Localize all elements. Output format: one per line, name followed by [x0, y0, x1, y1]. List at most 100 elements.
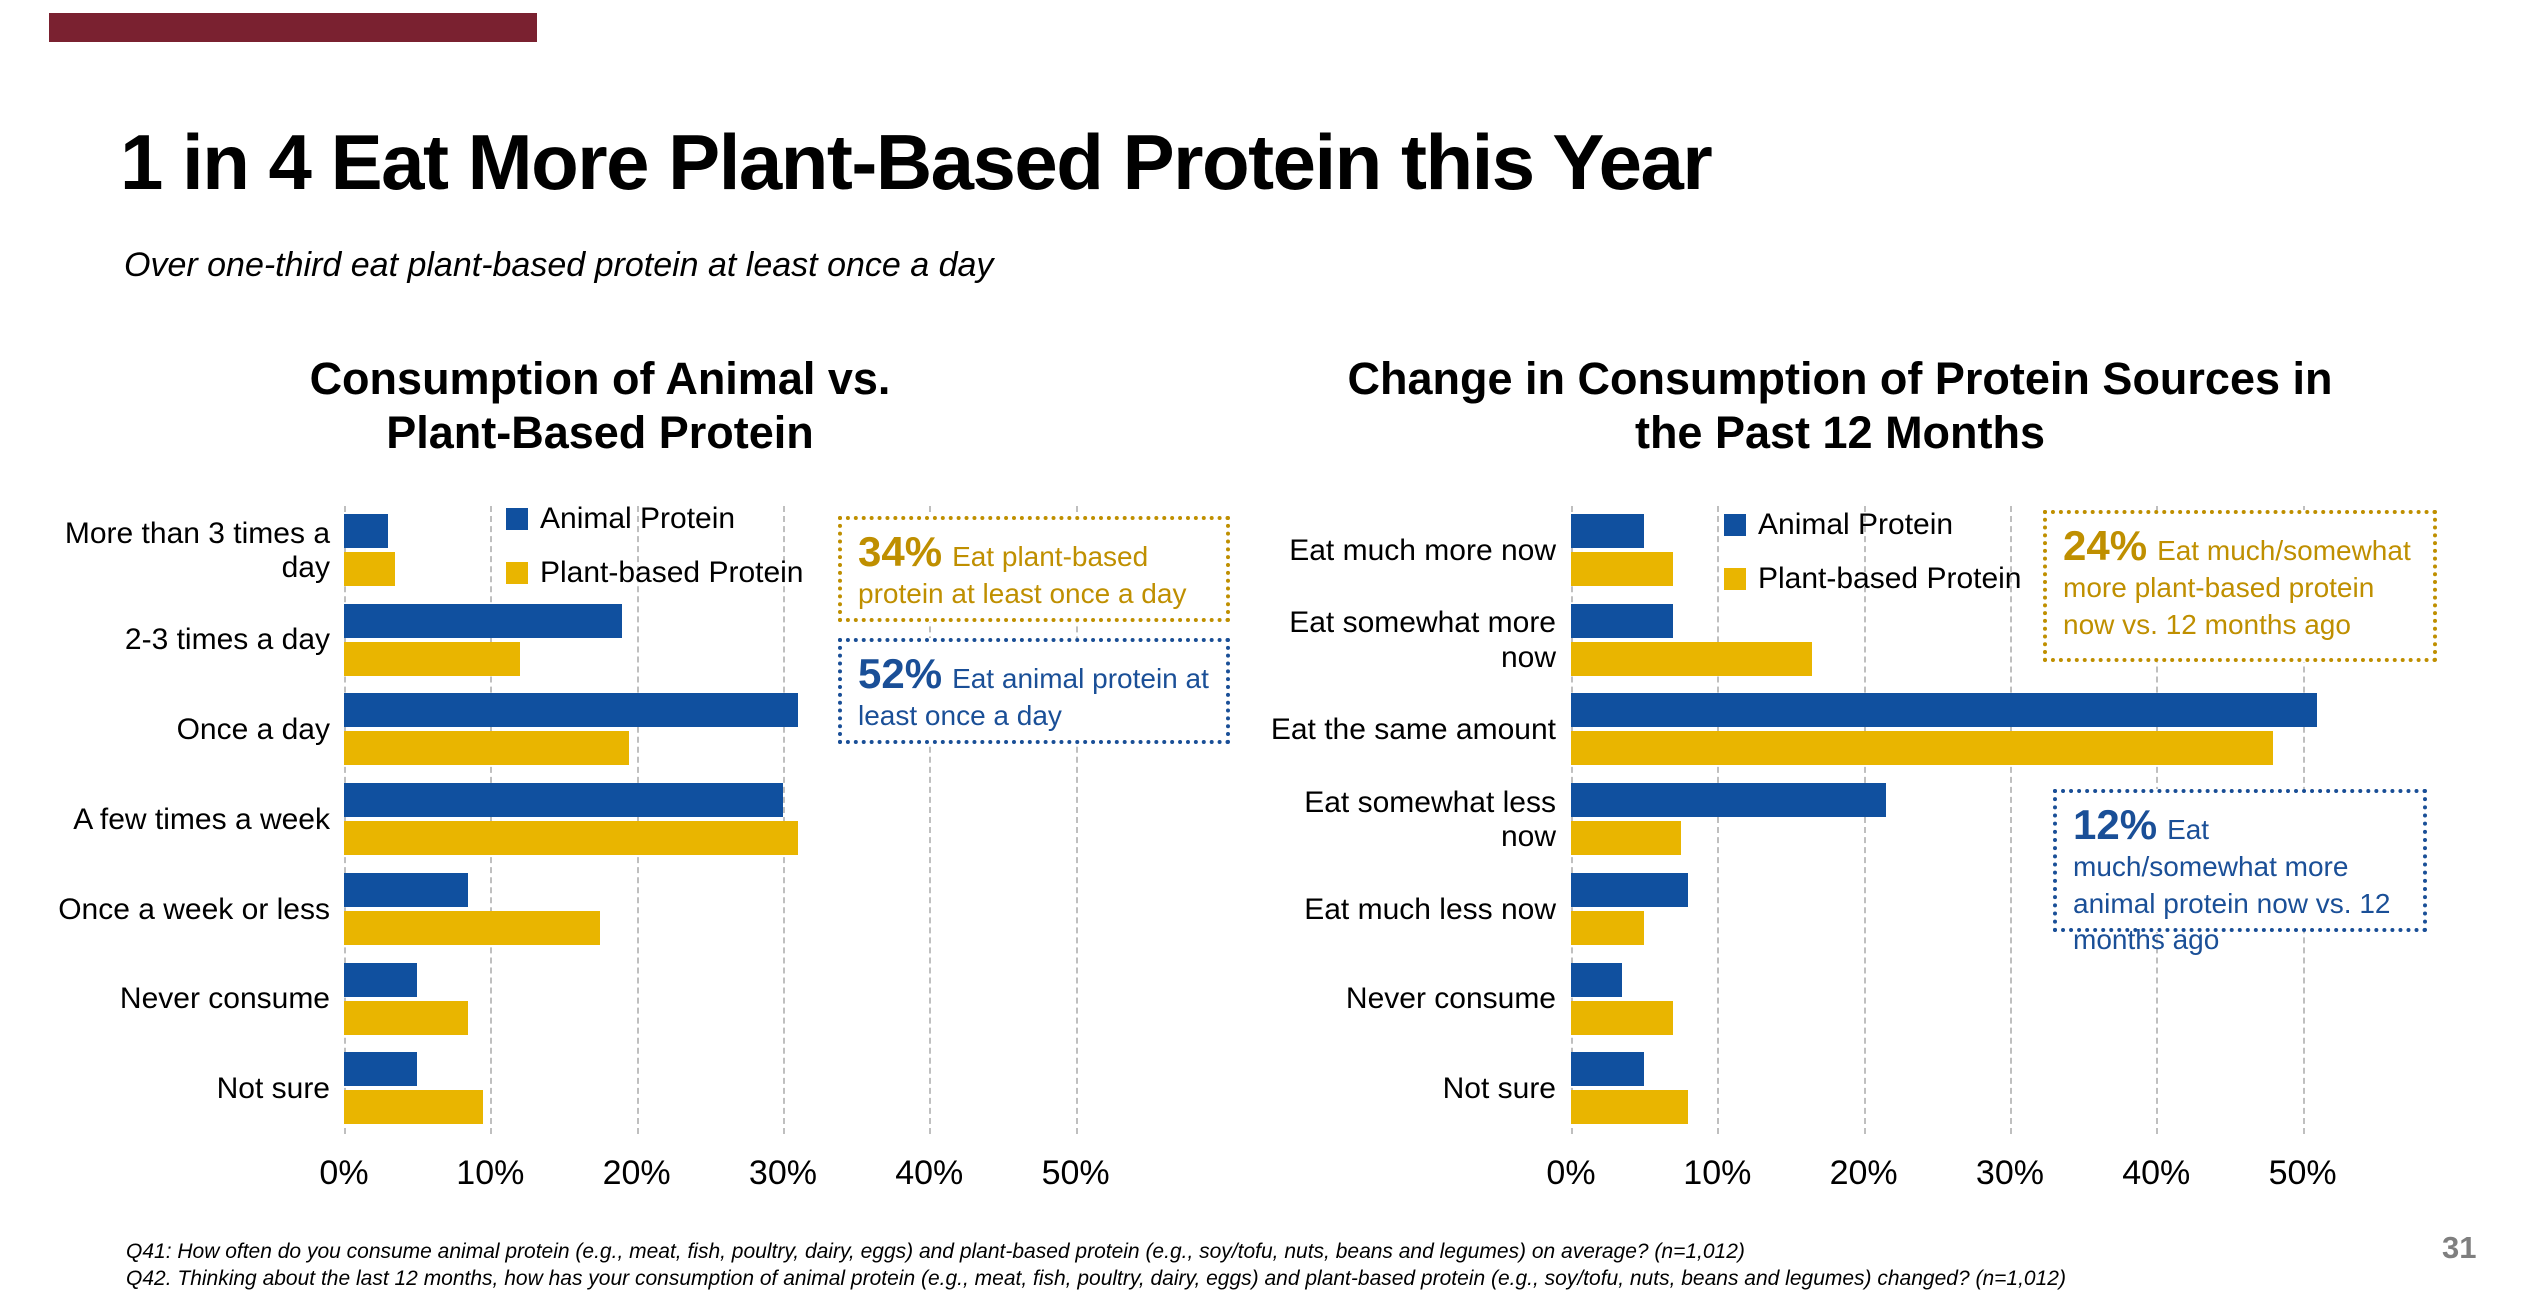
legend-label: Plant-based Protein: [540, 556, 804, 589]
x-tick-label: 30%: [748, 1154, 817, 1192]
gridline: [1717, 506, 1720, 1134]
category-label: Once a day: [176, 713, 330, 747]
gridline: [929, 506, 932, 1134]
legend-swatch-plant-based-protein: [1724, 568, 1746, 590]
bar-plant-based-protein: [1571, 641, 1813, 676]
legend-swatch-plant-based-protein: [506, 562, 528, 584]
footnote-q42: Q42. Thinking about the last 12 months, …: [126, 1267, 2066, 1291]
x-tick-label: 50%: [2268, 1154, 2337, 1192]
callout-plant-daily-text: Eat plant-based protein at least once a …: [858, 541, 1187, 610]
callout-animal-daily: 52% Eat animal protein at least once a da…: [838, 638, 1230, 744]
legend-label: Animal Protein: [1758, 508, 1954, 541]
legend-swatch-animal-protein: [1724, 514, 1746, 536]
legend-left: Animal Protein Plant-based Protein: [506, 502, 804, 610]
category-label: Eat much less now: [1304, 892, 1556, 926]
bar-animal-protein: [1571, 962, 1623, 997]
category-label: Never consume: [119, 982, 330, 1016]
bar-animal-protein: [344, 693, 798, 728]
bar-animal-protein: [1571, 1052, 1645, 1087]
bar-plant-based-protein: [344, 1000, 469, 1035]
chart-title-right-line-2: the Past 12 Months: [1634, 407, 2046, 458]
legend-item-plant-based-protein: Plant-based Protein: [1724, 562, 2022, 596]
callout-plant-change-value: 24%: [2063, 522, 2148, 569]
bar-plant-based-protein: [344, 641, 520, 676]
x-tick-label: 30%: [1975, 1154, 2044, 1192]
chart-title-right-line-1: Change in Consumption of Protein Sources…: [1347, 353, 2333, 404]
accent-bar: [49, 13, 537, 42]
category-label: Eat somewhat less now: [1304, 785, 1556, 854]
bar-plant-based-protein: [344, 1090, 483, 1125]
bar-plant-based-protein: [1571, 1000, 1674, 1035]
bar-animal-protein: [344, 872, 469, 907]
page-subtitle: Over one-third eat plant-based protein a…: [124, 246, 994, 284]
x-tick-label: 50%: [1041, 1154, 1110, 1192]
category-label: Eat somewhat more now: [1289, 606, 1556, 674]
category-labels-left: More than 3 times a day 2-3 times a day On…: [30, 506, 330, 1134]
x-tick-label: 0%: [1546, 1154, 1596, 1192]
page-title: 1 in 4 Eat More Plant-Based Protein this…: [120, 118, 1713, 206]
x-tick-label: 40%: [2122, 1154, 2191, 1192]
x-tick-label: 10%: [456, 1154, 525, 1192]
chart-title-left-line-1: Consumption of Animal vs.: [309, 353, 891, 404]
bar-animal-protein: [1571, 783, 1886, 818]
callout-animal-daily-value: 52%: [858, 650, 943, 697]
x-tick-label: 0%: [319, 1154, 369, 1192]
footnote-q41: Q41: How often do you consume animal pro…: [126, 1240, 1745, 1263]
callout-animal-change-text: Eat much/somewhat more animal protein no…: [2073, 814, 2391, 956]
category-label: Eat the same amount: [1270, 713, 1556, 747]
bar-plant-based-protein: [1571, 821, 1681, 856]
gridline: [1571, 506, 1573, 1134]
callout-plant-change: 24% Eat much/somewhat more plant-based pr…: [2043, 510, 2437, 662]
plot-area-right: 0% 10% 20% 30% 40% 50%: [1546, 506, 2337, 1192]
bar-plant-based-protein: [1571, 1090, 1689, 1125]
bar-plant-based-protein: [1571, 910, 1645, 945]
category-label: Not sure: [216, 1072, 330, 1105]
page-number: 31: [2442, 1230, 2477, 1265]
chart-title-left-line-2: Plant-Based Protein: [386, 407, 814, 458]
x-tick-label: 20%: [602, 1154, 671, 1192]
bar-plant-based-protein: [344, 552, 396, 586]
callout-plant-daily-value: 34%: [858, 528, 943, 575]
x-tick-label: 20%: [1829, 1154, 1898, 1192]
legend-label: Animal Protein: [540, 502, 736, 535]
bar-plant-based-protein: [344, 731, 630, 766]
legend-item-plant-based-protein: Plant-based Protein: [506, 556, 804, 590]
callout-plant-daily: 34% Eat plant-based protein at least once…: [838, 516, 1230, 622]
legend-label: Plant-based Protein: [1758, 562, 2022, 595]
chart-title-left: Consumption of Animal vs. Plant-Based Pr…: [200, 352, 1000, 460]
category-label: Once a week or less: [58, 892, 330, 926]
bar-animal-protein: [344, 514, 388, 548]
category-label: Never consume: [1345, 982, 1556, 1016]
category-label: Not sure: [1442, 1072, 1556, 1105]
callout-animal-change-value: 12%: [2073, 801, 2158, 848]
legend-item-animal-protein: Animal Protein: [1724, 508, 2022, 542]
bar-plant-based-protein: [1571, 731, 2274, 766]
bar-animal-protein: [1571, 514, 1645, 548]
gridline: [2009, 506, 2012, 1134]
legend-item-animal-protein: Animal Protein: [506, 502, 804, 536]
gridline: [1075, 506, 1078, 1134]
legend-right: Animal Protein Plant-based Protein: [1724, 508, 2022, 616]
category-label: A few times a week: [73, 802, 330, 836]
bar-animal-protein: [1571, 872, 1689, 907]
legend-swatch-animal-protein: [506, 508, 528, 530]
callout-animal-change: 12% Eat much/somewhat more animal protein…: [2053, 789, 2427, 955]
category-label: 2-3 times a day: [124, 623, 330, 657]
gridline: [344, 506, 346, 1134]
x-tick-label: 40%: [895, 1154, 964, 1192]
bar-animal-protein: [1571, 693, 2318, 728]
category-label: More than 3 times a day: [64, 516, 330, 585]
gridline: [1863, 506, 1866, 1134]
bar-plant-based-protein: [344, 821, 798, 856]
footnotes: Q41: How often do you consume animal pro…: [126, 1238, 2066, 1293]
gridline: [490, 506, 493, 1134]
callout-animal-daily-text: Eat animal protein at least once a day: [858, 663, 1209, 732]
gridline: [636, 506, 639, 1134]
bar-animal-protein: [344, 783, 783, 818]
x-tick-label: 10%: [1683, 1154, 1752, 1192]
callout-plant-change-text: Eat much/somewhat more plant-based prote…: [2063, 535, 2411, 640]
gridline: [782, 506, 785, 1134]
category-labels-right: Eat much more now Eat somewhat more now Ea…: [1256, 506, 1556, 1134]
bar-animal-protein: [344, 1052, 418, 1087]
